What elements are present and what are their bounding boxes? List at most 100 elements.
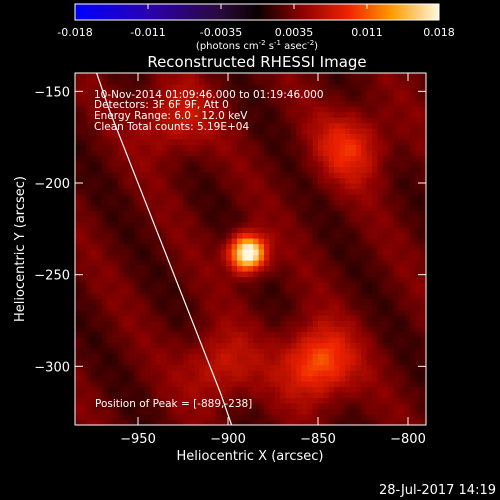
heatmap-cell: [334, 386, 341, 393]
heatmap-cell: [188, 139, 195, 146]
heatmap-cell: [382, 221, 389, 228]
heatmap-cell: [183, 282, 189, 289]
heatmap-cell: [220, 254, 227, 261]
heatmap-cell: [80, 106, 87, 113]
heatmap-cell: [242, 144, 249, 151]
heatmap-cell: [345, 238, 351, 245]
heatmap-cell: [350, 78, 357, 85]
heatmap-cell: [350, 320, 357, 327]
heatmap-cell: [80, 205, 87, 212]
heatmap-cell: [107, 397, 114, 404]
heatmap-cell: [102, 249, 108, 256]
heatmap-cell: [80, 249, 87, 256]
heatmap-cell: [193, 161, 200, 168]
heatmap-cell: [199, 304, 206, 311]
heatmap-cell: [296, 364, 303, 371]
heatmap-cell: [210, 95, 216, 102]
heatmap-cell: [118, 95, 125, 102]
heatmap-cell: [118, 205, 125, 212]
heatmap-cell: [307, 128, 314, 135]
heatmap-cell: [85, 397, 92, 404]
heatmap-cell: [199, 177, 206, 184]
heatmap-cell: [318, 326, 324, 333]
heatmap-cell: [372, 271, 378, 278]
heatmap-cell: [139, 337, 146, 344]
heatmap-cell: [296, 232, 303, 239]
heatmap-cell: [339, 381, 346, 388]
heatmap-cell: [80, 353, 87, 360]
heatmap-cell: [188, 353, 195, 360]
heatmap-cell: [301, 238, 308, 245]
heatmap-cell: [237, 166, 243, 173]
heatmap-cell: [172, 84, 179, 91]
heatmap-cell: [242, 342, 249, 349]
heatmap-cell: [269, 84, 276, 91]
heatmap-cell: [123, 133, 130, 140]
heatmap-cell: [139, 320, 146, 327]
heatmap-cell: [188, 243, 195, 250]
heatmap-cell: [328, 139, 335, 146]
heatmap-cell: [188, 370, 195, 377]
heatmap-cell: [258, 254, 265, 261]
heatmap-cell: [269, 73, 276, 80]
heatmap-cell: [393, 227, 400, 234]
heatmap-cell: [134, 188, 141, 195]
heatmap-cell: [328, 210, 335, 217]
heatmap-cell: [183, 243, 189, 250]
heatmap-cell: [296, 392, 303, 399]
heatmap-cell: [307, 199, 314, 206]
heatmap-cell: [80, 276, 87, 283]
heatmap-cell: [134, 89, 141, 96]
heatmap-cell: [372, 155, 378, 162]
heatmap-cell: [269, 139, 276, 146]
heatmap-cell: [388, 238, 395, 245]
heatmap-cell: [350, 95, 357, 102]
heatmap-cell: [102, 309, 108, 316]
heatmap-cell: [323, 293, 330, 300]
heatmap-cell: [269, 122, 276, 129]
heatmap-cell: [388, 315, 395, 322]
heatmap-cell: [328, 221, 335, 228]
heatmap-cell: [177, 320, 184, 327]
heatmap-cell: [112, 172, 119, 179]
heatmap-cell: [183, 111, 189, 118]
heatmap-cell: [118, 133, 125, 140]
heatmap-cell: [215, 227, 222, 234]
heatmap-cell: [134, 265, 141, 272]
heatmap-cell: [134, 172, 141, 179]
heatmap-cell: [204, 84, 211, 91]
heatmap-cell: [274, 216, 281, 223]
heatmap-cell: [204, 161, 211, 168]
heatmap-cell: [231, 150, 238, 157]
heatmap-cell: [210, 117, 216, 124]
heatmap-cell: [166, 78, 173, 85]
heatmap-cell: [85, 320, 92, 327]
heatmap-cell: [161, 238, 168, 245]
heatmap-cell: [242, 106, 249, 113]
heatmap-cell: [161, 122, 168, 129]
heatmap-cell: [350, 331, 357, 338]
heatmap-cell: [274, 276, 281, 283]
heatmap-cell: [193, 287, 200, 294]
heatmap-cell: [301, 177, 308, 184]
heatmap-cell: [172, 150, 179, 157]
heatmap-cell: [274, 364, 281, 371]
heatmap-cell: [231, 293, 238, 300]
heatmap-cell: [339, 397, 346, 404]
heatmap-cell: [139, 276, 146, 283]
heatmap-cell: [420, 293, 426, 300]
heatmap-cell: [80, 100, 87, 107]
heatmap-cell: [247, 232, 254, 239]
heatmap-cell: [345, 408, 351, 415]
heatmap-cell: [150, 375, 157, 382]
heatmap-cell: [420, 210, 426, 217]
heatmap-cell: [123, 414, 130, 421]
heatmap-cell: [269, 205, 276, 212]
heatmap-cell: [366, 249, 373, 256]
heatmap-cell: [301, 117, 308, 124]
heatmap-cell: [156, 337, 162, 344]
heatmap-cell: [291, 315, 297, 322]
heatmap-cell: [193, 397, 200, 404]
heatmap-cell: [129, 161, 135, 168]
heatmap-cell: [139, 155, 146, 162]
